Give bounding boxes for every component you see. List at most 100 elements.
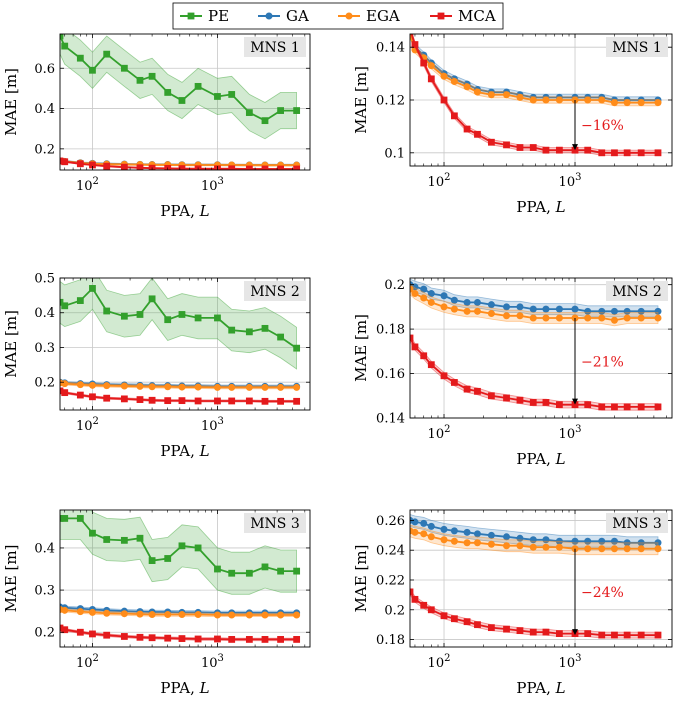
point-pe bbox=[261, 324, 269, 332]
point-pe bbox=[60, 34, 64, 40]
point-ega bbox=[61, 380, 69, 388]
point-pe bbox=[178, 97, 186, 104]
point-mca bbox=[503, 394, 510, 402]
point-mca bbox=[148, 634, 156, 642]
point-mca bbox=[474, 387, 481, 395]
panel-tag: MNS 1 bbox=[250, 40, 300, 56]
point-mca bbox=[623, 403, 631, 411]
point-ega bbox=[610, 99, 618, 107]
point-ga bbox=[516, 303, 524, 311]
y-tick-label: 0.22 bbox=[376, 573, 405, 588]
series-ega bbox=[60, 605, 301, 619]
panel-tag-box bbox=[244, 513, 306, 533]
point-ga bbox=[571, 305, 579, 313]
y-tick-label: 0.2 bbox=[34, 376, 55, 391]
series-ga bbox=[410, 514, 662, 550]
point-mca bbox=[450, 112, 458, 120]
x-tick-label: 102 bbox=[428, 424, 451, 442]
point-mca bbox=[584, 146, 592, 154]
point-ega bbox=[277, 611, 285, 619]
point-ega bbox=[503, 91, 511, 99]
point-ega bbox=[136, 610, 144, 618]
y-tick-label: 0.5 bbox=[34, 272, 55, 287]
band-ega bbox=[410, 283, 659, 327]
series-ga bbox=[410, 278, 662, 318]
point-pe bbox=[194, 314, 202, 322]
point-ega bbox=[427, 533, 435, 541]
point-ega bbox=[516, 93, 524, 101]
x-tick-label: 102 bbox=[76, 653, 99, 671]
series-mca bbox=[60, 624, 301, 643]
point-ega bbox=[584, 314, 592, 322]
point-pe bbox=[261, 117, 269, 125]
point-ega bbox=[463, 539, 471, 547]
point-mca bbox=[503, 141, 510, 149]
series-mca bbox=[410, 588, 662, 639]
series-group bbox=[60, 510, 301, 643]
annotation-arrow-head bbox=[572, 629, 579, 636]
band-ega bbox=[410, 524, 659, 556]
y-tick-label: 0.4 bbox=[34, 102, 55, 117]
x-tick-label: 102 bbox=[76, 176, 99, 194]
point-mca bbox=[411, 343, 419, 351]
point-ega bbox=[293, 383, 301, 391]
point-ega bbox=[473, 307, 481, 315]
point-mca bbox=[420, 59, 428, 67]
point-mca bbox=[555, 401, 563, 409]
point-mca bbox=[584, 401, 592, 409]
point-ega bbox=[529, 314, 537, 322]
point-mca bbox=[214, 635, 221, 643]
point-ega bbox=[88, 608, 96, 616]
point-ega bbox=[529, 543, 537, 551]
point-pe bbox=[61, 302, 69, 310]
point-pe bbox=[60, 298, 64, 306]
point-ga bbox=[503, 303, 511, 311]
axes-frame bbox=[59, 33, 311, 171]
y-axis-label: MAE [m] bbox=[2, 310, 20, 378]
point-pe bbox=[76, 515, 84, 522]
point-ega bbox=[76, 608, 84, 616]
point-ega bbox=[584, 545, 592, 553]
y-axis-label: MAE [m] bbox=[2, 68, 20, 136]
point-ega bbox=[584, 96, 592, 104]
point-ega bbox=[450, 78, 458, 86]
point-mca bbox=[61, 389, 69, 397]
y-tick-label: 0.6 bbox=[34, 62, 55, 77]
point-pe bbox=[245, 328, 253, 336]
point-pe bbox=[89, 66, 96, 74]
point-ega bbox=[503, 542, 511, 550]
point-ega bbox=[516, 312, 524, 320]
point-mca bbox=[164, 634, 172, 642]
x-tick-label: 102 bbox=[428, 172, 451, 190]
point-ega bbox=[487, 310, 495, 318]
panel-tag-box bbox=[606, 281, 668, 301]
point-mca bbox=[516, 144, 524, 151]
panel-tag-box bbox=[606, 513, 668, 533]
point-mca bbox=[516, 627, 524, 635]
series-ega bbox=[60, 379, 301, 391]
point-ega bbox=[245, 383, 253, 391]
point-ega bbox=[440, 303, 448, 311]
point-pe bbox=[61, 42, 69, 50]
point-ega bbox=[261, 383, 269, 391]
point-mca bbox=[463, 125, 471, 133]
point-ga bbox=[654, 539, 662, 547]
y-tick-label: 0.4 bbox=[34, 541, 55, 556]
y-axis-label: MAE [m] bbox=[352, 66, 370, 134]
point-ga bbox=[420, 519, 428, 527]
point-mca bbox=[120, 395, 128, 403]
point-ga bbox=[610, 307, 618, 315]
point-mca bbox=[76, 391, 84, 399]
point-ga bbox=[529, 536, 537, 544]
point-mca bbox=[450, 615, 458, 623]
reduction-annotation: −16% bbox=[572, 100, 624, 151]
point-ega bbox=[623, 314, 631, 322]
point-mca bbox=[277, 397, 284, 405]
point-ga bbox=[654, 307, 662, 315]
y-tick-label: 0.2 bbox=[34, 142, 55, 157]
point-ega bbox=[228, 383, 236, 391]
point-ega bbox=[164, 611, 172, 619]
y-tick-label: 0.2 bbox=[384, 603, 405, 618]
point-ega bbox=[427, 298, 435, 306]
point-ga bbox=[440, 292, 448, 300]
